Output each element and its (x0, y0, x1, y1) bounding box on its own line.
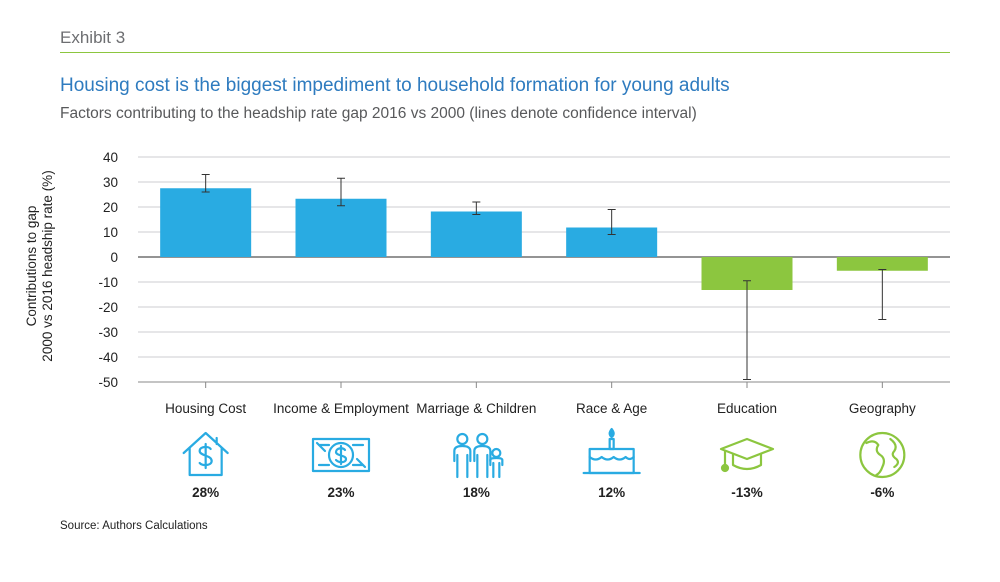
header-divider (60, 52, 950, 53)
continent (865, 440, 886, 477)
data-label: -13% (731, 485, 763, 500)
child-head (491, 447, 502, 459)
cap-base (731, 452, 763, 471)
y-tick-label: -50 (98, 375, 118, 390)
chart-subtitle: Factors contributing to the headship rat… (60, 105, 697, 122)
data-label: 12% (598, 485, 625, 500)
data-label: 23% (327, 485, 354, 500)
bar (160, 188, 252, 257)
house-outline (182, 431, 229, 477)
y-tick-label: 0 (110, 250, 118, 265)
y-tick-label: 40 (103, 150, 118, 165)
x-tick-label: Race & Age (576, 401, 647, 416)
tassel (720, 463, 730, 473)
person-body (453, 444, 472, 479)
x-tick-label: Income & Employment (273, 401, 409, 416)
birthday-cake-icon (582, 427, 641, 475)
cap-top (719, 437, 775, 461)
x-tick-label: Marriage & Children (416, 401, 536, 416)
person-head (456, 432, 469, 446)
y-tick-label: -10 (98, 275, 118, 290)
y-tick-label: -20 (98, 300, 118, 315)
bar (295, 198, 387, 257)
bar (430, 211, 522, 257)
y-tick-label: 30 (103, 175, 118, 190)
y-tick-label: -30 (98, 325, 118, 340)
x-tick-label: Housing Cost (165, 401, 246, 416)
error-bar (878, 269, 887, 320)
person-head (476, 432, 489, 446)
dollar-sign (198, 442, 213, 470)
y-tick-label: 10 (103, 225, 118, 240)
house-dollar-icon (182, 431, 229, 477)
graduation-cap-icon (719, 437, 775, 473)
cake-body (588, 447, 635, 475)
icing (588, 455, 635, 461)
money-bill-icon (311, 437, 371, 473)
x-tick-label: Geography (849, 401, 916, 416)
data-label: 18% (463, 485, 490, 500)
chart-title: Housing cost is the biggest impediment t… (60, 75, 730, 96)
error-bar (337, 177, 345, 207)
gridlines (138, 156, 950, 383)
globe-icon (859, 431, 906, 479)
error-bar (472, 201, 481, 215)
error-bar (607, 209, 616, 235)
bar (836, 257, 928, 271)
exhibit-label: Exhibit 3 (60, 28, 126, 47)
error-bar (743, 280, 751, 380)
bill-marks (315, 441, 367, 469)
y-tick-label: -40 (98, 350, 118, 365)
x-tick-label: Education (717, 401, 777, 416)
y-tick-label: 20 (103, 200, 118, 215)
data-label: 28% (192, 485, 219, 500)
flame (608, 427, 615, 439)
globe-outline (859, 431, 906, 479)
child-body (489, 456, 504, 479)
error-bar (201, 174, 210, 193)
coin (327, 441, 355, 469)
continent (889, 437, 900, 469)
person-body (473, 444, 492, 479)
candle (608, 437, 615, 451)
source-note: Source: Authors Calculations (60, 520, 208, 532)
data-label: -6% (870, 485, 894, 500)
dollar-sign (334, 444, 348, 466)
bill-outer (311, 437, 371, 473)
family-icon (453, 432, 504, 479)
